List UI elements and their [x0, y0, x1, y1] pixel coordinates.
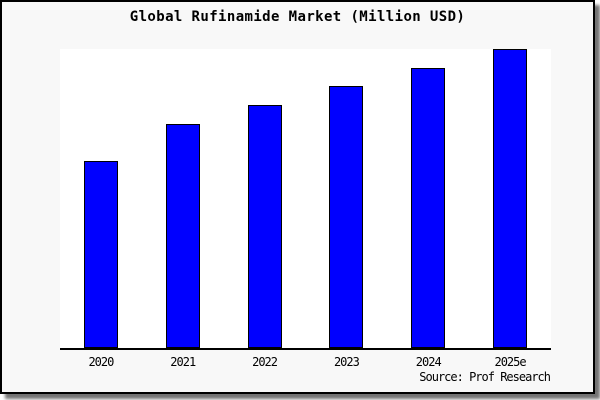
x-tick-label-2024: 2024 [415, 355, 442, 369]
bar-2021 [165, 123, 200, 348]
x-tick-label-2023: 2023 [333, 355, 360, 369]
x-tick-label-2020: 2020 [88, 355, 114, 369]
bars-container [60, 49, 551, 348]
bar-slot-2022 [224, 49, 306, 348]
x-tick-label-2021: 2021 [170, 355, 196, 369]
bar-2024 [411, 67, 446, 348]
x-tick-label-2022: 2022 [252, 355, 278, 369]
bar-2020 [83, 160, 118, 348]
bar-slot-2023 [305, 49, 387, 348]
x-tick-label-2025e: 2025e [494, 355, 526, 369]
x-axis-labels: 2020 2021 2022 2023 2024 2025e [60, 355, 551, 369]
source-credit: Source: Prof Research [419, 370, 551, 384]
chart-window: Global Rufinamide Market (Million USD) 2… [0, 0, 595, 394]
plot-area [60, 49, 551, 350]
bar-slot-2020 [60, 49, 142, 348]
bar-2022 [247, 104, 282, 348]
bar-2025e [493, 49, 528, 348]
bar-slot-2021 [142, 49, 224, 348]
chart-title: Global Rufinamide Market (Million USD) [129, 9, 466, 25]
bar-2023 [329, 85, 364, 348]
bar-slot-2024 [387, 49, 469, 348]
bar-slot-2025e [469, 49, 551, 348]
